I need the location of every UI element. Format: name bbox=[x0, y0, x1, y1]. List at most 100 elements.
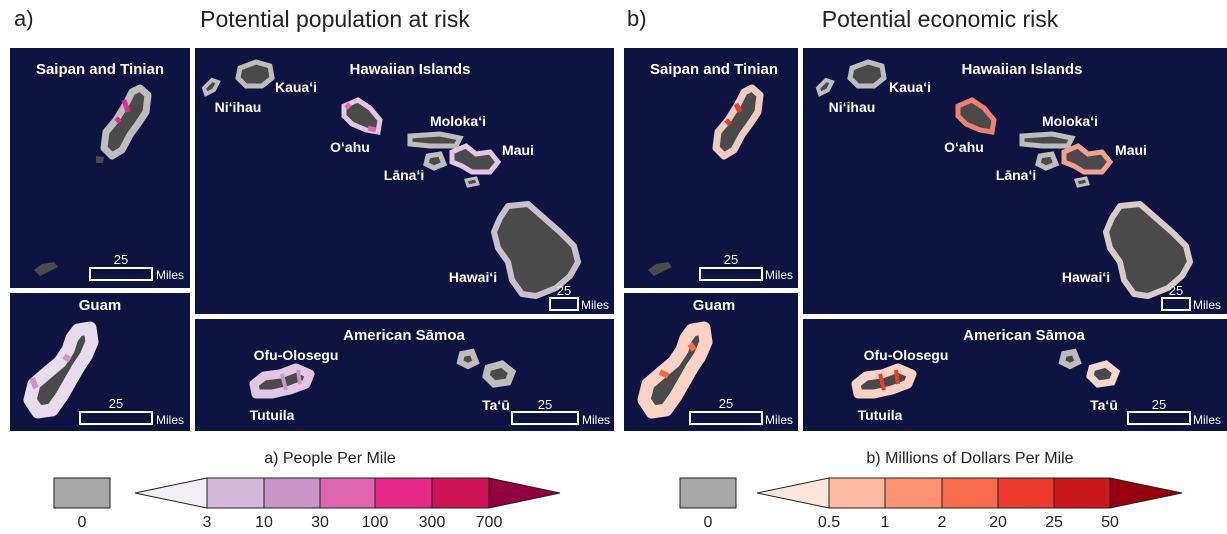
legend-a-high-arrow bbox=[488, 477, 561, 509]
hawaii-scale-value: 25 bbox=[557, 283, 571, 298]
guam-scale-unit-b: Miles bbox=[765, 413, 793, 427]
samoa-inset-title: American Sāmoa bbox=[343, 327, 465, 344]
samoa-scale-bar bbox=[511, 411, 579, 425]
legend-b-tick-5: 25 bbox=[1045, 514, 1063, 531]
legend-a-tick-3: 30 bbox=[311, 514, 329, 531]
label-lanai-b: Lāna‘i bbox=[996, 167, 1036, 183]
rota-island bbox=[34, 262, 58, 276]
legend-b-bin-5 bbox=[1053, 477, 1111, 509]
kahoolawe-island-b bbox=[1074, 176, 1090, 188]
hawaii-big-island-b bbox=[1103, 201, 1193, 299]
label-maui-b: Maui bbox=[1115, 142, 1147, 158]
legend-b-bin-1 bbox=[828, 477, 886, 509]
legend-b-tick-4: 20 bbox=[989, 514, 1007, 531]
panel-b-title: Potential economic risk bbox=[821, 6, 1059, 32]
guam-scale-value-b: 25 bbox=[719, 396, 733, 411]
saipan-inset-title-b: Saipan and Tinian bbox=[650, 61, 778, 78]
tau-island-b bbox=[1086, 360, 1121, 388]
legend-a bbox=[53, 477, 561, 509]
guam-scale-unit: Miles bbox=[156, 413, 184, 427]
guam-scale-bar-b bbox=[689, 411, 763, 425]
legend-a-bin-5 bbox=[431, 477, 490, 509]
samoa-scale-unit: Miles bbox=[582, 413, 610, 427]
label-oahu-b: O‘ahu bbox=[944, 139, 984, 155]
hawaii-inset-title: Hawaiian Islands bbox=[350, 61, 471, 78]
legend-b bbox=[679, 477, 1183, 509]
legend-a-tick-5: 300 bbox=[418, 514, 446, 531]
hawaii-scale-value-b: 25 bbox=[1169, 283, 1183, 298]
legend-a-tick-6: 700 bbox=[475, 514, 503, 531]
label-niihau: Ni‘ihau bbox=[215, 99, 262, 115]
rota-island-b bbox=[648, 262, 672, 276]
label-tau: Ta‘ū bbox=[482, 397, 510, 413]
legend-a-zero-swatch bbox=[53, 477, 111, 509]
guam-scale-bar bbox=[79, 411, 153, 425]
legend-a-bin-1 bbox=[206, 477, 265, 509]
guam-inset-title: Guam bbox=[79, 297, 122, 314]
legend-a-bin-2 bbox=[263, 477, 321, 509]
label-lanai: Lāna‘i bbox=[384, 167, 424, 183]
tutuila-hotspot-b bbox=[878, 369, 900, 391]
molokai-island bbox=[407, 131, 464, 149]
label-tutuila: Tutuila bbox=[250, 407, 295, 423]
oahu-island-b bbox=[955, 97, 997, 135]
hawaii-scale-bar bbox=[549, 297, 579, 311]
saipan-hotspot bbox=[114, 99, 131, 124]
samoa-scale-value: 25 bbox=[538, 397, 552, 412]
label-kauai-b: Kaua‘i bbox=[889, 79, 931, 95]
label-ofu-olosegu: Ofu-Olosegu bbox=[254, 347, 339, 363]
niihau-island-b bbox=[815, 77, 835, 97]
saipan-scale-unit-b: Miles bbox=[765, 268, 793, 282]
label-tutuila-b: Tutuila bbox=[858, 407, 903, 423]
label-maui: Maui bbox=[502, 142, 534, 158]
label-molokai-b: Moloka‘i bbox=[1042, 113, 1098, 129]
tau-island bbox=[482, 360, 517, 388]
label-ofu-olosegu-b: Ofu-Olosegu bbox=[864, 347, 949, 363]
tutuila-island-b bbox=[851, 363, 917, 399]
label-tau-b: Ta‘ū bbox=[1090, 397, 1118, 413]
saipan-scale-unit: Miles bbox=[156, 268, 184, 282]
samoa-scale-unit-b: Miles bbox=[1193, 413, 1221, 427]
guam-inset-title-b: Guam bbox=[693, 297, 736, 314]
legend-b-high-arrow bbox=[1109, 477, 1183, 509]
hawaii-inset-title-b: Hawaiian Islands bbox=[962, 61, 1083, 78]
maui-island-b bbox=[1061, 143, 1114, 175]
label-niihau-b: Ni‘ihau bbox=[829, 99, 876, 115]
legend-b-bin-2 bbox=[884, 477, 943, 509]
legend-a-title: a) People Per Mile bbox=[264, 450, 396, 467]
panel-b-letter: b) bbox=[627, 6, 647, 31]
legend-a-low-arrow bbox=[134, 477, 208, 509]
legend-a-tick-2: 10 bbox=[255, 514, 273, 531]
legend-b-low-arrow bbox=[756, 477, 830, 509]
guam-scale-value: 25 bbox=[109, 396, 123, 411]
molokai-island-b bbox=[1019, 131, 1076, 149]
guam-hotspot-b bbox=[658, 342, 697, 379]
ofu-island-b bbox=[1058, 348, 1082, 370]
lanai-island-b bbox=[1035, 151, 1060, 171]
samoa-scale-value-b: 25 bbox=[1152, 397, 1166, 412]
legend-b-title: b) Millions of Dollars Per Mile bbox=[866, 450, 1074, 467]
label-hawaii: Hawai‘i bbox=[449, 269, 497, 285]
oahu-hotspot bbox=[344, 102, 377, 133]
saipan-scale-value-b: 25 bbox=[724, 252, 738, 267]
label-molokai: Moloka‘i bbox=[430, 113, 486, 129]
legend-a-tick-1: 3 bbox=[202, 514, 212, 531]
panel-a-title: Potential population at risk bbox=[200, 6, 470, 32]
legend-b-tick-6: 50 bbox=[1101, 514, 1119, 531]
guam-hotspot bbox=[29, 353, 72, 390]
lanai-island bbox=[423, 151, 448, 171]
label-hawaii-b: Hawai‘i bbox=[1062, 269, 1110, 285]
saipan-inset-title: Saipan and Tinian bbox=[36, 61, 164, 78]
legend-b-tick-1: 0.5 bbox=[817, 514, 841, 531]
tutuila-hotspot bbox=[280, 369, 302, 391]
saipan-inset-frame bbox=[10, 48, 190, 288]
legend-a-tick-4: 100 bbox=[361, 514, 389, 531]
ofu-island bbox=[456, 348, 480, 370]
hawaii-scale-unit-b: Miles bbox=[1193, 298, 1221, 312]
panel-a-maps: Saipan and Tinian 25 Miles Guam 25 Miles… bbox=[10, 48, 614, 431]
samoa-scale-bar-b bbox=[1127, 411, 1191, 425]
niihau-island bbox=[201, 77, 221, 97]
maui-island bbox=[449, 143, 502, 175]
hawaii-big-island bbox=[491, 201, 581, 299]
